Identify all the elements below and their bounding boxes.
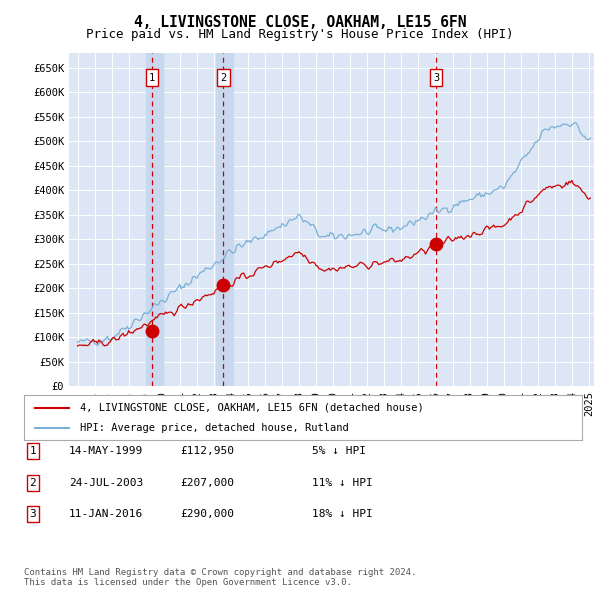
- Text: Price paid vs. HM Land Registry's House Price Index (HPI): Price paid vs. HM Land Registry's House …: [86, 28, 514, 41]
- Text: 14-MAY-1999: 14-MAY-1999: [69, 447, 143, 456]
- Text: 3: 3: [433, 73, 439, 83]
- Text: 11-JAN-2016: 11-JAN-2016: [69, 509, 143, 519]
- Text: 24-JUL-2003: 24-JUL-2003: [69, 478, 143, 487]
- Text: 2: 2: [29, 478, 37, 487]
- Text: 4, LIVINGSTONE CLOSE, OAKHAM, LE15 6FN (detached house): 4, LIVINGSTONE CLOSE, OAKHAM, LE15 6FN (…: [80, 403, 424, 412]
- Text: £290,000: £290,000: [180, 509, 234, 519]
- Text: 2: 2: [220, 73, 227, 83]
- Text: 1: 1: [149, 73, 155, 83]
- Text: 5% ↓ HPI: 5% ↓ HPI: [312, 447, 366, 456]
- Bar: [146, 53, 163, 386]
- Text: £207,000: £207,000: [180, 478, 234, 487]
- Text: 11% ↓ HPI: 11% ↓ HPI: [312, 478, 373, 487]
- Text: £112,950: £112,950: [180, 447, 234, 456]
- Text: HPI: Average price, detached house, Rutland: HPI: Average price, detached house, Rutl…: [80, 424, 349, 434]
- Bar: [215, 53, 233, 386]
- Text: 1: 1: [29, 447, 37, 456]
- Text: 3: 3: [29, 509, 37, 519]
- Text: 18% ↓ HPI: 18% ↓ HPI: [312, 509, 373, 519]
- Text: Contains HM Land Registry data © Crown copyright and database right 2024.
This d: Contains HM Land Registry data © Crown c…: [24, 568, 416, 587]
- Text: 4, LIVINGSTONE CLOSE, OAKHAM, LE15 6FN: 4, LIVINGSTONE CLOSE, OAKHAM, LE15 6FN: [134, 15, 466, 30]
